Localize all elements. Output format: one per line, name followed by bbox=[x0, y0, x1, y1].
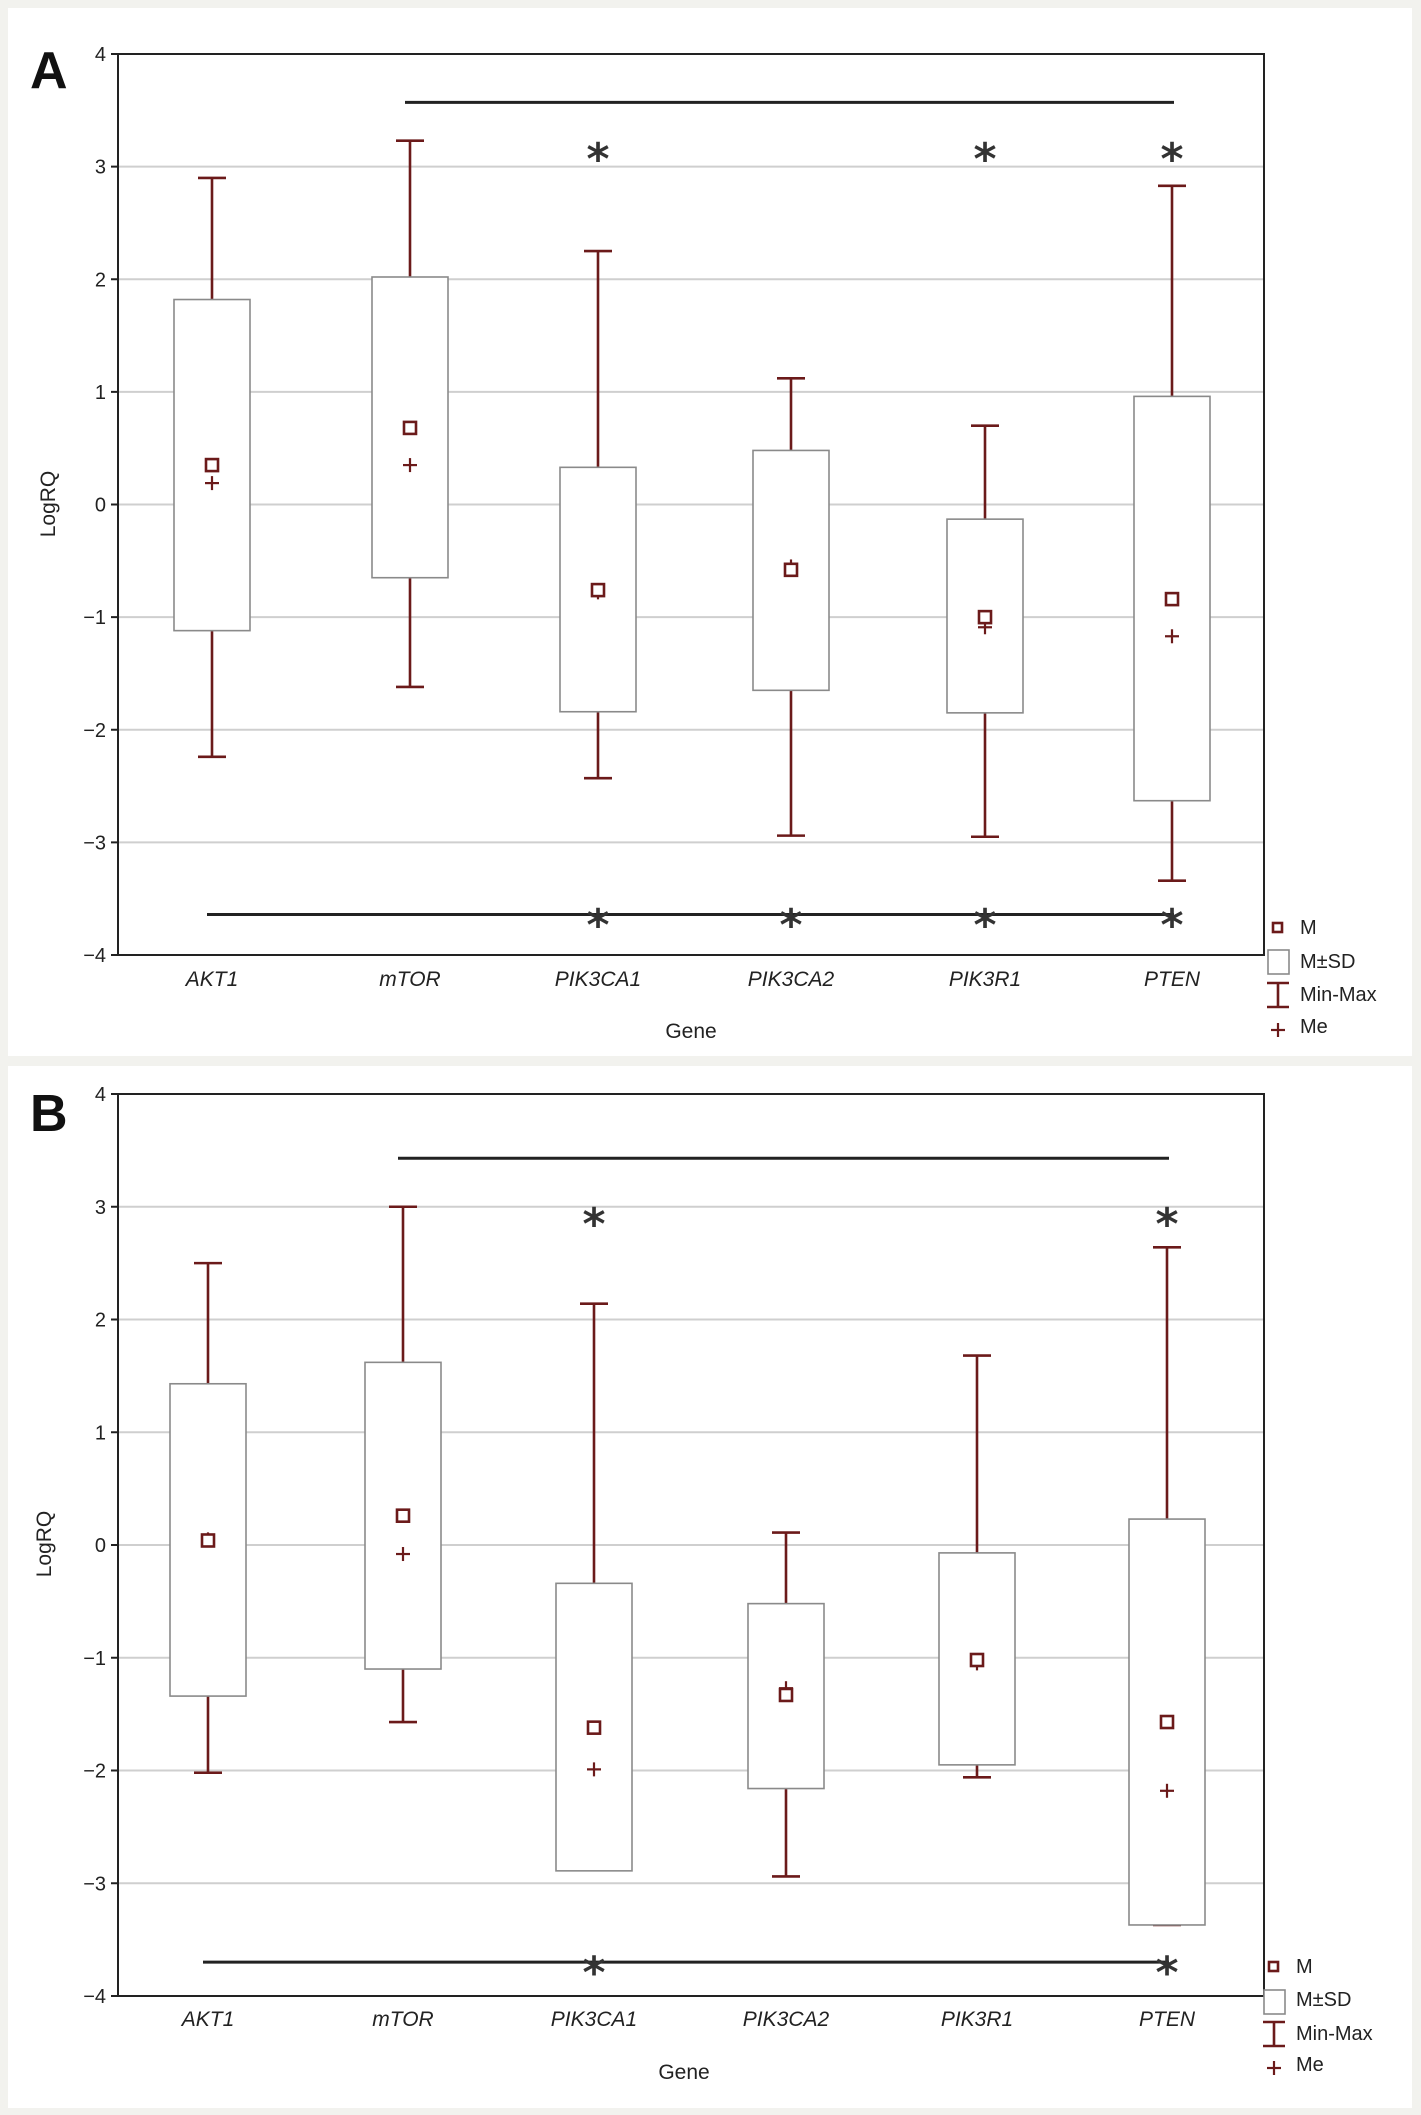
panel-b-significance-star-top-pten: * bbox=[1155, 1199, 1178, 1250]
panel-a-letter: A bbox=[30, 42, 68, 100]
panel-b-mean-pik3ca1 bbox=[586, 1720, 602, 1735]
panel-a-mean-pik3r1 bbox=[977, 609, 993, 625]
panel-b-plot-frame bbox=[117, 1093, 1265, 1997]
panel-a-mean-pik3ca2 bbox=[783, 562, 799, 578]
legend-range-label: Min-Max bbox=[1296, 2023, 1373, 2045]
panel-b-y-tick-label: 0 bbox=[95, 1535, 106, 1557]
legend-mean-label: M bbox=[1300, 917, 1317, 939]
panel-b-category-label-pten: PTEN bbox=[1139, 2008, 1196, 2031]
panel-b-y-tick-label: −2 bbox=[83, 1761, 106, 1783]
panel-b-category-label-pik3ca2: PIK3CA2 bbox=[743, 2008, 830, 2031]
legend-median-label: Me bbox=[1296, 2054, 1324, 2076]
panel-a-plot-frame bbox=[117, 53, 1265, 956]
panel-b-sd-box-mtor bbox=[364, 1361, 442, 1670]
panel-a-gridlines bbox=[118, 165, 1264, 844]
panel-a-mean-akt1 bbox=[204, 457, 220, 473]
panel-b-y-tick-label: 3 bbox=[95, 1197, 106, 1219]
panel-a-category-label-akt1: AKT1 bbox=[184, 968, 239, 991]
panel-a-y-tick-label: 2 bbox=[95, 269, 106, 291]
panel-a-significance-star-top-pik3ca1: * bbox=[586, 134, 609, 185]
panel-b-legend: M M±SD Min-Max Me bbox=[1263, 1956, 1373, 2076]
panel-a-y-tick-label: −3 bbox=[83, 832, 106, 854]
panel-a-y-tick-label: 1 bbox=[95, 382, 106, 404]
panel-a-significance-star-top-pten: * bbox=[1160, 134, 1183, 185]
panel-b-y-tick-label: −3 bbox=[83, 1873, 106, 1895]
panel-a-category-label-pik3ca1: PIK3CA1 bbox=[555, 968, 641, 991]
panel-a-significance-star-bottom-pik3r1: * bbox=[973, 900, 996, 951]
legend-mean-label: M bbox=[1296, 1956, 1313, 1978]
panel-b-y-tick-label: 1 bbox=[95, 1422, 106, 1444]
panel-b-mean-mtor bbox=[395, 1508, 411, 1523]
panel-b-y-tick-label: 4 bbox=[95, 1084, 106, 1106]
panel-a-significance: * * * * * * * bbox=[207, 100, 1184, 951]
panel-b-mean-pik3ca2 bbox=[778, 1687, 794, 1703]
panel-a-significance-star-bottom-pten: * bbox=[1160, 900, 1183, 951]
panel-a: A 4 3 2 1 0 −1 −2 −3 −4 * * * * * * * AKT1 mTOR PIK3CA1 P… bbox=[8, 8, 1412, 1056]
panel-b-y-tick-label: −1 bbox=[83, 1648, 106, 1670]
panel-b-y-axis-title: LogRQ bbox=[33, 1511, 56, 1578]
panel-a-significance-star-bottom-pik3ca2: * bbox=[779, 900, 802, 951]
panel-b-y-axis: 4 3 2 1 0 −1 −2 −3 −4 bbox=[83, 1084, 118, 2008]
legend-range-swatch bbox=[1267, 981, 1289, 1009]
legend-mean-swatch bbox=[1271, 921, 1284, 934]
panel-b-x-axis: AKT1 mTOR PIK3CA1 PIK3CA2 PIK3R1 PTEN bbox=[180, 2008, 1196, 2031]
panel-b-y-tick-label: 2 bbox=[95, 1310, 106, 1332]
legend-mean-swatch bbox=[1267, 1960, 1280, 1973]
legend-median-swatch bbox=[1271, 1023, 1285, 1037]
panel-b-mean-akt1 bbox=[200, 1533, 216, 1548]
panel-a-x-axis-title: Gene bbox=[665, 1020, 716, 1043]
panel-a-mean-pik3ca1 bbox=[590, 582, 606, 598]
panel-b-x-axis-title: Gene bbox=[658, 2061, 709, 2084]
panel-a-category-label-pik3r1: PIK3R1 bbox=[949, 968, 1021, 991]
legend-sd-swatch bbox=[1263, 1989, 1286, 2015]
panel-a-category-label-pik3ca2: PIK3CA2 bbox=[748, 968, 835, 991]
legend-median-swatch bbox=[1267, 2061, 1281, 2075]
legend-sd-swatch bbox=[1267, 949, 1290, 975]
panel-a-y-tick-label: −1 bbox=[83, 607, 106, 629]
panel-b-category-label-akt1: AKT1 bbox=[180, 2008, 235, 2031]
panel-a-mean-mtor bbox=[402, 420, 418, 436]
panel-a-y-axis: 4 3 2 1 0 −1 −2 −3 −4 bbox=[83, 44, 118, 967]
panel-b-gridlines bbox=[118, 1205, 1264, 1885]
panel-b-mean-pten bbox=[1159, 1714, 1175, 1730]
legend-sd-label: M±SD bbox=[1300, 951, 1355, 973]
panel-a-y-axis-title: LogRQ bbox=[37, 471, 60, 538]
panel-a-significance-star-top-pik3r1: * bbox=[973, 134, 996, 185]
panel-b-mean-pik3r1 bbox=[969, 1652, 985, 1668]
panel-a-y-tick-label: 3 bbox=[95, 157, 106, 179]
panel-a-legend: M M±SD Min-Max Me bbox=[1267, 917, 1377, 1038]
legend-sd-label: M±SD bbox=[1296, 1989, 1351, 2011]
panel-a-y-tick-label: 4 bbox=[95, 44, 106, 66]
panel-a-category-label-pten: PTEN bbox=[1144, 968, 1201, 991]
panel-a-x-axis: AKT1 mTOR PIK3CA1 PIK3CA2 PIK3R1 PTEN bbox=[184, 968, 1201, 991]
panel-b-category-label-pik3r1: PIK3R1 bbox=[941, 2008, 1013, 2031]
panel-b-significance-star-bottom-pik3ca1: * bbox=[582, 1948, 605, 1999]
panel-a-data bbox=[173, 139, 1211, 882]
panel-b-significance-star-bottom-pten: * bbox=[1155, 1948, 1178, 1999]
panel-a-mean-pten bbox=[1164, 591, 1180, 607]
panel-a-y-tick-label: −2 bbox=[83, 720, 106, 742]
legend-median-label: Me bbox=[1300, 1016, 1328, 1038]
panel-a-significance-star-bottom-pik3ca1: * bbox=[586, 900, 609, 951]
legend-range-label: Min-Max bbox=[1300, 984, 1377, 1006]
panel-b-letter: B bbox=[30, 1085, 68, 1143]
panel-a-y-tick-label: −4 bbox=[83, 945, 106, 967]
panel-b-significance-star-top-pik3ca1: * bbox=[582, 1199, 605, 1250]
panel-b-y-tick-label: −4 bbox=[83, 1986, 106, 2008]
legend-range-swatch bbox=[1263, 2020, 1285, 2048]
panel-b-data bbox=[169, 1205, 1206, 1927]
panel-b-significance: * * * * bbox=[203, 1156, 1179, 1999]
panel-a-category-label-mtor: mTOR bbox=[379, 968, 440, 991]
panel-b-category-label-pik3ca1: PIK3CA1 bbox=[551, 2008, 637, 2031]
panel-b-category-label-mtor: mTOR bbox=[372, 2008, 433, 2031]
panel-b: B 4 3 2 1 0 −1 −2 −3 −4 * * * * AKT1 mTOR PIK3CA1 PIK3… bbox=[8, 1066, 1412, 2108]
panel-a-y-tick-label: 0 bbox=[95, 495, 106, 517]
